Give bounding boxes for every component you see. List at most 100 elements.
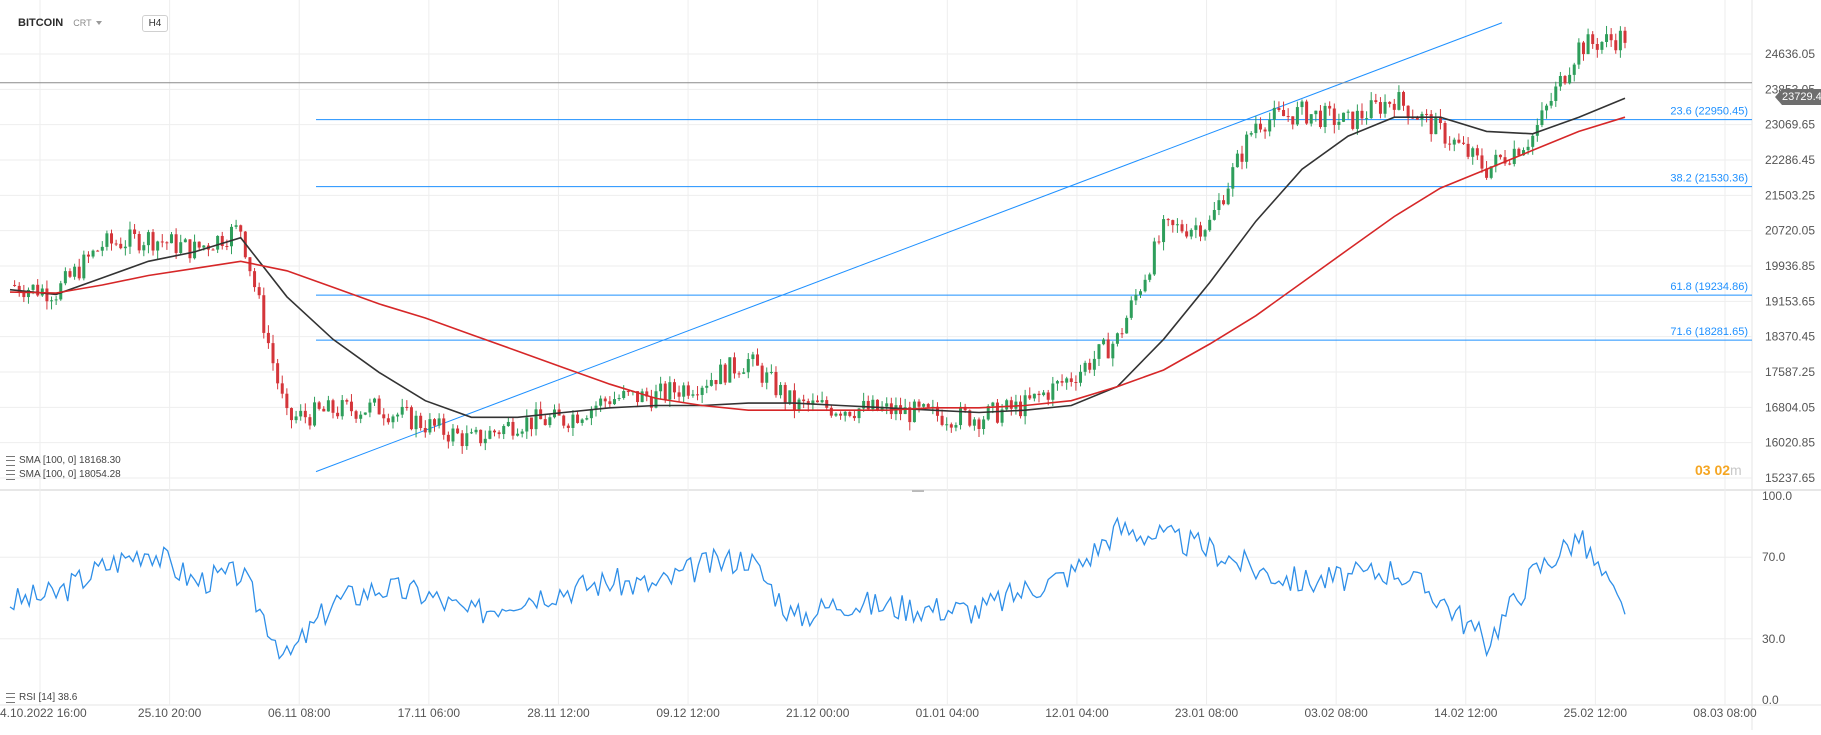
candle-body (945, 424, 949, 426)
candle-body (617, 397, 621, 400)
candle-body (802, 399, 806, 402)
indicator-legend-rsi[interactable]: RSI [14] 38.6 (6, 692, 77, 703)
candle-body (1245, 134, 1249, 162)
candle-body (649, 396, 653, 408)
time-tick-label: 17.11 06:00 (398, 706, 461, 720)
price-tick-label: 19936.85 (1765, 259, 1815, 273)
candle-body (1503, 157, 1507, 164)
indicator-label: RSI [14] 38.6 (19, 692, 78, 703)
candle-body (59, 283, 63, 300)
candle-body (479, 429, 483, 444)
candle-body (100, 246, 104, 251)
indicator-settings-icon[interactable] (6, 692, 15, 703)
time-tick-label: 03.02 08:00 (1304, 706, 1368, 720)
symbol-name[interactable]: BITCOIN (18, 17, 64, 29)
candle-body (294, 416, 298, 421)
candle-body (216, 235, 220, 250)
time-tick-label: 08.03 08:00 (1693, 706, 1757, 720)
candle-body (774, 371, 778, 396)
fib-level-label: 23.6 (22950.45) (1670, 106, 1748, 118)
time-tick-label: 14.10.2022 16:00 (0, 706, 87, 720)
candle-body (779, 384, 783, 396)
candle-body (146, 232, 150, 246)
candle-body (114, 243, 118, 245)
candle-body (1429, 114, 1433, 135)
candle-body (696, 394, 700, 396)
candle-body (1558, 76, 1562, 87)
candle-body (1309, 114, 1313, 124)
candle-body (174, 234, 178, 253)
candle-body (1365, 118, 1369, 120)
candle-body (862, 400, 866, 409)
symbol-type-label: CRT (73, 18, 92, 28)
candle-body (262, 295, 266, 333)
candle-body (917, 401, 921, 407)
candle-body (1572, 64, 1576, 75)
candle-body (959, 406, 963, 426)
candle-body (1411, 117, 1415, 119)
candle-body (1282, 109, 1286, 117)
price-tick-label: 23069.65 (1765, 118, 1815, 132)
indicator-legend-sma-b[interactable]: SMA [100, 0] 18054.28 (6, 469, 121, 480)
candle-body (345, 400, 349, 402)
symbol-type[interactable]: CRT (73, 18, 102, 28)
candle-body (211, 249, 215, 251)
candle-body (373, 398, 377, 403)
candle-body (377, 398, 381, 415)
candle-body (36, 284, 40, 296)
candle-body (460, 433, 464, 447)
candle-body (1485, 168, 1489, 178)
candle-body (331, 400, 335, 413)
candle-body (520, 431, 524, 434)
price-tick-label: 20720.05 (1765, 224, 1815, 238)
candle-body (1272, 107, 1276, 120)
indicator-legend-sma-a[interactable]: SMA [100, 0] 18168.30 (6, 455, 121, 466)
chart-header: BITCOIN CRT H4 (18, 12, 169, 34)
candle-body (197, 241, 201, 248)
candle-body (1563, 76, 1567, 84)
time-tick-label: 28.11 12:00 (527, 706, 590, 720)
candle-body (1028, 395, 1032, 399)
fib-trend-line (315, 22, 1503, 473)
candle-body (1425, 113, 1429, 115)
candle-body (626, 391, 630, 393)
candle-body (1258, 123, 1262, 130)
time-tick-label: 21.12 00:00 (786, 706, 850, 720)
indicator-settings-icon[interactable] (6, 455, 15, 466)
candle-body (289, 408, 293, 421)
candle-body (991, 402, 995, 407)
candle-body (705, 385, 709, 388)
candle-body (1129, 300, 1133, 318)
candle-body (497, 432, 501, 435)
candle-body (839, 413, 843, 416)
timeframe-selector[interactable]: H4 (141, 14, 169, 32)
candle-body (811, 400, 815, 405)
candle-body (1595, 43, 1599, 50)
candle-body (82, 254, 86, 279)
indicator-settings-icon[interactable] (6, 469, 15, 480)
candle-body (746, 359, 750, 373)
candle-body (405, 406, 409, 408)
pane-resize-handle[interactable] (912, 490, 924, 492)
candle-body (253, 271, 257, 288)
candle-body (982, 419, 986, 429)
candle-body (1185, 231, 1189, 237)
candle-body (548, 417, 552, 426)
candle-body (654, 391, 658, 408)
candle-body (1134, 294, 1138, 301)
candle-body (128, 229, 132, 247)
candle-body (1148, 274, 1152, 280)
candle-body (1019, 401, 1023, 417)
countdown-value: 03 02 (1695, 462, 1731, 478)
candle-body (1263, 129, 1267, 132)
candle-body (483, 438, 487, 444)
candle-body (612, 399, 616, 405)
candle-body (1092, 358, 1096, 370)
candle-body (843, 411, 847, 416)
price-tick-label: 18370.45 (1765, 330, 1815, 344)
candle-body (1249, 133, 1253, 135)
candle-body (493, 430, 496, 433)
rsi-tick-label: 70.0 (1762, 550, 1786, 564)
